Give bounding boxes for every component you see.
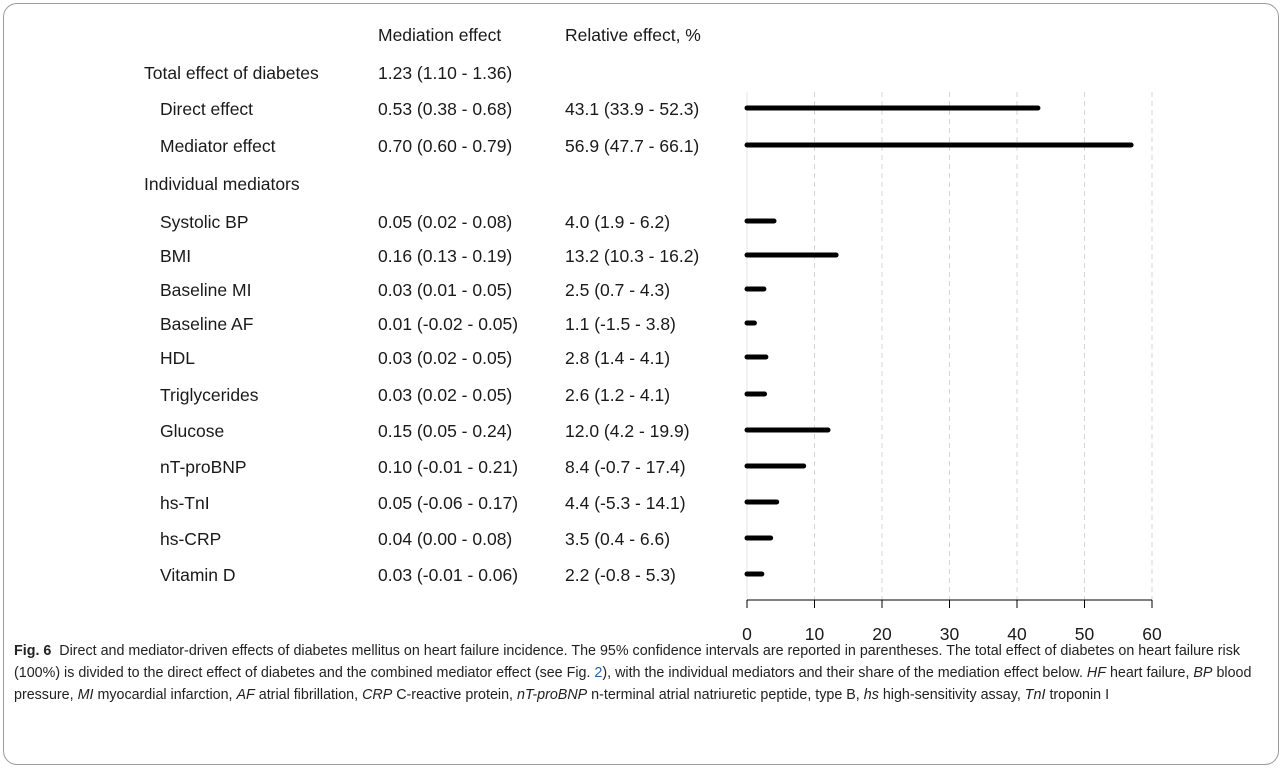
- row-mediation-value: 0.15 (0.05 - 0.24): [378, 421, 513, 441]
- forest-table: Mediation effect Relative effect, % Tota…: [144, 25, 701, 585]
- abbreviation-meaning: atrial fibrillation,: [254, 687, 363, 703]
- row-label: Mediator effect: [160, 136, 276, 156]
- column-header-relative: Relative effect, %: [565, 25, 701, 45]
- row-label: Triglycerides: [160, 385, 259, 405]
- total-effect-value: 1.23 (1.10 - 1.36): [378, 63, 513, 83]
- abbreviation-term: MI: [77, 687, 94, 703]
- abbreviation-term: nT-proBNP: [517, 687, 588, 703]
- abbreviation-term: BP: [1193, 665, 1213, 681]
- abbreviation-meaning: blood pressure,: [14, 665, 1252, 703]
- row-mediation-value: 0.05 (-0.06 - 0.17): [378, 493, 519, 513]
- total-effect-label: Total effect of diabetes: [144, 63, 319, 83]
- bar-chart: 0 10 20 30 40 50 60: [742, 92, 1162, 640]
- row-label: Glucose: [160, 421, 225, 441]
- row-label: Vitamin D: [160, 565, 236, 585]
- row-label: hs-CRP: [160, 529, 222, 549]
- row-mediation-value: 0.03 (0.01 - 0.05): [378, 280, 513, 300]
- x-tick-label: 10: [805, 624, 825, 640]
- row-mediation-value: 0.01 (-0.02 - 0.05): [378, 314, 519, 334]
- abbreviation-list: HF heart failure, BP blood pressure, MI …: [14, 665, 1251, 703]
- abbreviation-term: hs: [863, 687, 879, 703]
- abbreviation-term: TnI: [1024, 687, 1046, 703]
- figure-label: Fig. 6: [14, 643, 52, 659]
- figure-frame: [3, 3, 1279, 765]
- figure-reference-link[interactable]: 2: [594, 665, 603, 681]
- x-tick-label: 40: [1007, 624, 1027, 640]
- abbreviation-term: AF: [236, 687, 255, 703]
- column-header-mediation: Mediation effect: [378, 25, 502, 45]
- abbreviation-meaning: high-sensitivity assay,: [878, 687, 1025, 703]
- x-tick-label: 20: [872, 624, 892, 640]
- row-mediation-value: 0.03 (-0.01 - 0.06): [378, 565, 519, 585]
- x-tick-label: 30: [940, 624, 960, 640]
- row-mediation-value: 0.10 (-0.01 - 0.21): [378, 457, 519, 477]
- row-mediation-value: 0.53 (0.38 - 0.68): [378, 99, 513, 119]
- row-mediation-value: 0.16 (0.13 - 0.19): [378, 246, 513, 266]
- individual-mediators-label: Individual mediators: [144, 174, 300, 194]
- row-mediation-value: 0.03 (0.02 - 0.05): [378, 348, 513, 368]
- row-label: HDL: [160, 348, 196, 368]
- row-mediation-value: 0.05 (0.02 - 0.08): [378, 212, 513, 232]
- row-label: hs-TnI: [160, 493, 210, 513]
- row-mediation-value: 0.03 (0.02 - 0.05): [378, 385, 513, 405]
- caption-text-2: ), with the individual mediators and the…: [602, 665, 1087, 681]
- row-relative-value: 13.2 (10.3 - 16.2): [565, 246, 700, 266]
- row-mediation-value: 0.04 (0.00 - 0.08): [378, 529, 513, 549]
- x-tick-label: 60: [1142, 624, 1162, 640]
- x-tick-label: 0: [742, 624, 752, 640]
- row-relative-value: 56.9 (47.7 - 66.1): [565, 136, 700, 156]
- row-relative-value: 8.4 (-0.7 - 17.4): [565, 457, 686, 477]
- row-relative-value: 2.6 (1.2 - 4.1): [565, 385, 671, 405]
- row-relative-value: 4.0 (1.9 - 6.2): [565, 212, 671, 232]
- row-relative-value: 1.1 (-1.5 - 3.8): [565, 314, 676, 334]
- row-relative-value: 43.1 (33.9 - 52.3): [565, 99, 700, 119]
- row-mediation-value: 0.70 (0.60 - 0.79): [378, 136, 513, 156]
- row-label: BMI: [160, 246, 192, 266]
- row-label: Baseline AF: [160, 314, 254, 334]
- figure-caption: Fig. 6 Direct and mediator-driven effect…: [14, 640, 1276, 706]
- caption-text-1: Direct and mediator-driven effects of di…: [14, 643, 1240, 681]
- abbreviation-term: CRP: [362, 687, 393, 703]
- abbreviation-meaning: troponin I: [1045, 687, 1110, 703]
- row-relative-value: 2.2 (-0.8 - 5.3): [565, 565, 676, 585]
- row-relative-value: 12.0 (4.2 - 19.9): [565, 421, 690, 441]
- abbreviation-meaning: C-reactive protein,: [392, 687, 517, 703]
- abbreviation-meaning: n-terminal atrial natriuretic peptide, t…: [587, 687, 864, 703]
- row-relative-value: 3.5 (0.4 - 6.6): [565, 529, 671, 549]
- abbreviation-meaning: heart failure,: [1105, 665, 1194, 681]
- row-label: Baseline MI: [160, 280, 252, 300]
- x-tick-label: 50: [1075, 624, 1095, 640]
- abbreviation-meaning: myocardial infarction,: [93, 687, 237, 703]
- row-relative-value: 2.5 (0.7 - 4.3): [565, 280, 671, 300]
- row-label: Direct effect: [160, 99, 254, 119]
- abbreviation-term: HF: [1086, 665, 1106, 681]
- row-label: Systolic BP: [160, 212, 249, 232]
- row-relative-value: 2.8 (1.4 - 4.1): [565, 348, 671, 368]
- row-label: nT-proBNP: [160, 457, 247, 477]
- row-relative-value: 4.4 (-5.3 - 14.1): [565, 493, 686, 513]
